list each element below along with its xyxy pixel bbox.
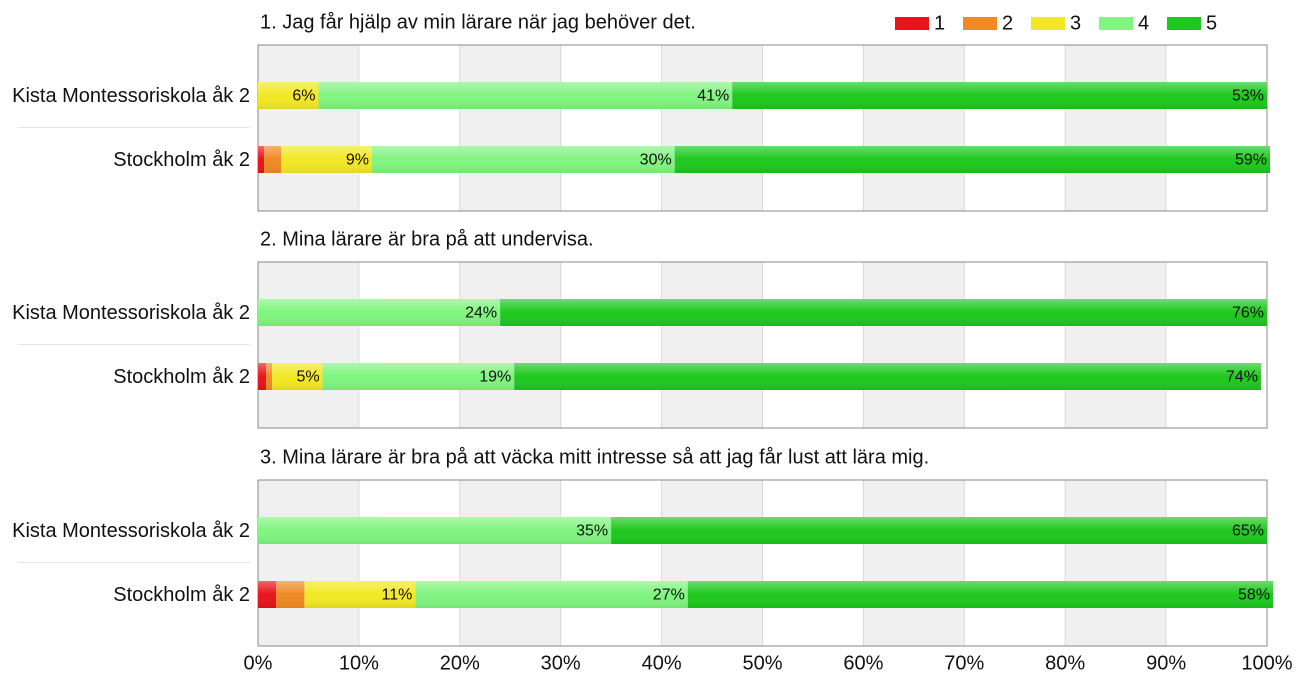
legend-label: 5 (1206, 12, 1217, 34)
category-label: Stockholm åk 2 (113, 148, 250, 171)
grid-band (661, 45, 763, 211)
x-tick-label: 60% (843, 652, 883, 674)
bar-gloss (258, 581, 277, 608)
grid-band (863, 480, 965, 646)
bar-gloss (318, 82, 733, 109)
grid-band (459, 45, 561, 211)
plot-border (257, 44, 1268, 212)
bar-gloss (258, 146, 265, 173)
data-label: 59% (1235, 152, 1267, 169)
bar-gloss (372, 146, 675, 173)
bar-gloss (500, 299, 1267, 326)
data-label: 27% (653, 587, 685, 604)
data-label: 5% (296, 369, 319, 386)
grid-band (1065, 262, 1167, 428)
category-label: Kista Montessoriskola åk 2 (12, 84, 250, 107)
x-tick-label: 30% (541, 652, 581, 674)
legend-swatch (1167, 17, 1201, 30)
legend-swatch (1099, 17, 1133, 30)
legend-swatch (963, 17, 997, 30)
x-tick-label: 10% (339, 652, 379, 674)
x-tick-label: 50% (742, 652, 782, 674)
grid-band (459, 480, 561, 646)
grid-band (258, 262, 359, 428)
legend-label: 3 (1070, 12, 1081, 34)
data-label: 6% (292, 88, 315, 105)
data-label: 30% (640, 152, 672, 169)
bar-gloss (322, 363, 515, 390)
panel-title: 1. Jag får hjälp av min lärare när jag b… (260, 11, 696, 33)
bar-gloss (258, 299, 501, 326)
legend-label: 2 (1002, 12, 1013, 34)
bar-gloss (258, 363, 267, 390)
panel-title: 3. Mina lärare är bra på att väcka mitt … (260, 446, 929, 468)
category-label: Stockholm åk 2 (113, 365, 250, 388)
legend-swatch (1031, 17, 1065, 30)
grid-band (1065, 45, 1167, 211)
bar-gloss (687, 581, 1274, 608)
x-tick-label: 90% (1146, 652, 1186, 674)
grid-band (258, 480, 359, 646)
bar-gloss (304, 581, 416, 608)
grid-band (258, 45, 359, 211)
plot-border (257, 479, 1268, 647)
category-label: Stockholm åk 2 (113, 583, 250, 606)
x-tick-label: 100% (1241, 652, 1292, 674)
bar-gloss (611, 517, 1267, 544)
grid-band (863, 45, 965, 211)
data-label: 53% (1232, 88, 1264, 105)
legend-swatch (895, 17, 929, 30)
bar-gloss (514, 363, 1261, 390)
legend-label: 1 (934, 12, 945, 34)
legend-label: 4 (1138, 12, 1149, 34)
bar-gloss (674, 146, 1271, 173)
category-label: Kista Montessoriskola åk 2 (12, 301, 250, 324)
data-label: 65% (1232, 523, 1264, 540)
bar-gloss (732, 82, 1267, 109)
data-label: 19% (479, 369, 511, 386)
x-tick-label: 0% (244, 652, 273, 674)
data-label: 74% (1226, 369, 1258, 386)
x-tick-label: 40% (642, 652, 682, 674)
x-tick-label: 70% (944, 652, 984, 674)
data-label: 11% (382, 587, 413, 604)
grid-band (661, 480, 763, 646)
data-label: 58% (1238, 587, 1270, 604)
grid-band (1065, 480, 1167, 646)
bar-gloss (276, 581, 305, 608)
plot-border (257, 261, 1268, 429)
category-label: Kista Montessoriskola åk 2 (12, 519, 250, 542)
bar-gloss (415, 581, 688, 608)
grid-band (863, 262, 965, 428)
bar-gloss (258, 517, 612, 544)
data-label: 24% (465, 305, 497, 322)
x-tick-label: 20% (440, 652, 480, 674)
bar-gloss (272, 363, 323, 390)
x-tick-label: 80% (1045, 652, 1085, 674)
data-label: 76% (1232, 305, 1264, 322)
bar-gloss (281, 146, 373, 173)
panel-title: 2. Mina lärare är bra på att undervisa. (260, 228, 594, 250)
data-label: 41% (697, 88, 729, 105)
grid-band (661, 262, 763, 428)
grid-band (459, 262, 561, 428)
data-label: 9% (346, 152, 369, 169)
data-label: 35% (576, 523, 608, 540)
bar-gloss (264, 146, 282, 173)
bar-gloss (258, 82, 319, 109)
bar-gloss (266, 363, 273, 390)
